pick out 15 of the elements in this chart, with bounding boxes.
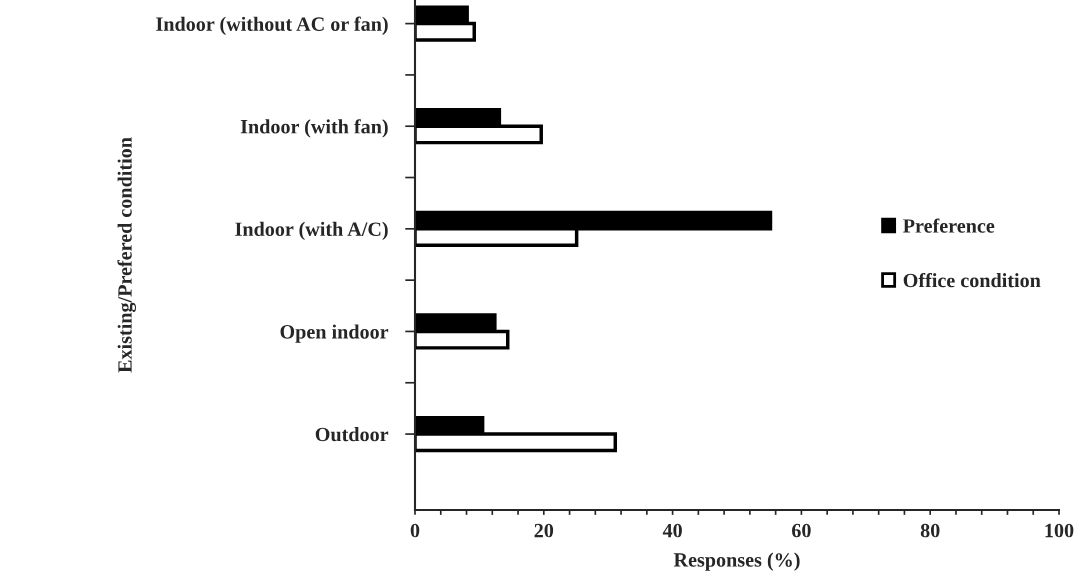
y-tick-label: Indoor (with A/C) (235, 221, 388, 241)
y-tick-label: Indoor (without AC or fan) (156, 16, 388, 35)
x-tick-label: 20 (534, 523, 554, 538)
x-axis-title: Responses (%) (673, 552, 800, 571)
x-tick-label: 80 (920, 523, 940, 538)
x-tick-label: 100 (1045, 523, 1074, 538)
legend-label: Preference (903, 218, 995, 233)
y-axis-title: Existing/Prefered condition (117, 137, 137, 373)
x-tick-label: 60 (792, 523, 811, 538)
x-tick-label: 0 (410, 523, 420, 538)
y-tick-label: Open indoor (280, 324, 389, 343)
y-tick-label: Indoor (with fan) (240, 119, 388, 138)
x-tick-label: 40 (662, 523, 682, 538)
legend-label: Office condition (903, 272, 1041, 288)
y-tick-label: Outdoor (315, 427, 389, 442)
